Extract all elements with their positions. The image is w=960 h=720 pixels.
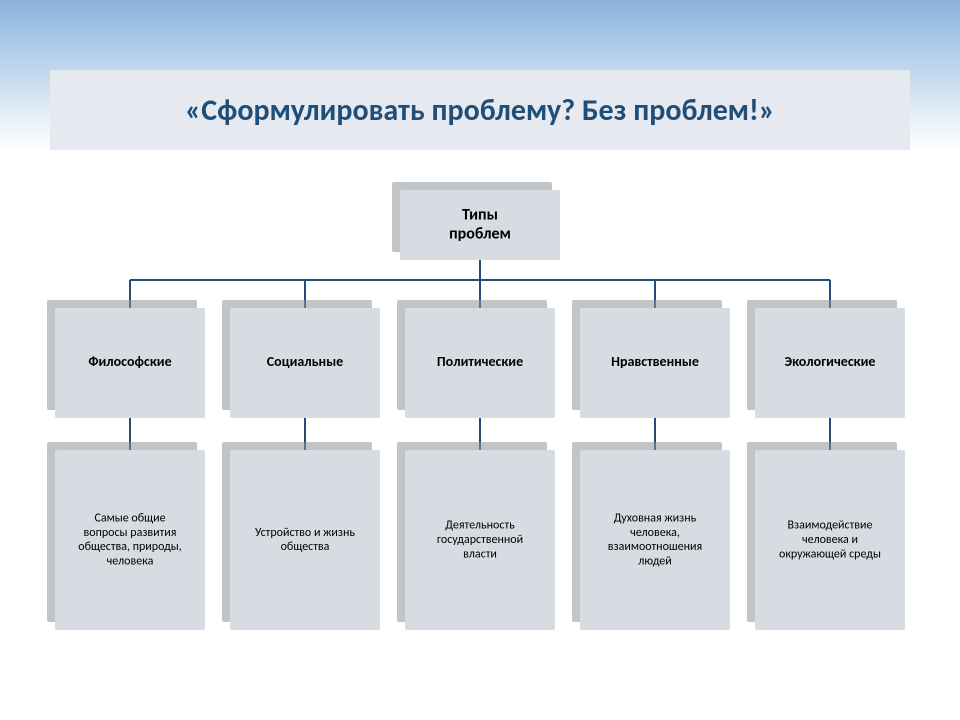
category-node-label: Экологические: [785, 353, 876, 370]
category-node-label: Философские: [88, 353, 171, 370]
category-node-label: Нравственные: [611, 353, 699, 370]
category-node-label: Социальные: [267, 353, 343, 370]
category-node-label: Политические: [437, 353, 523, 370]
node-layer: ТипыпроблемФилософскиеСоциальныеПолитиче…: [47, 182, 905, 630]
hierarchy-diagram: ТипыпроблемФилософскиеСоциальныеПолитиче…: [0, 0, 960, 720]
slide-stage: «Сформулировать проблему? Без проблем!» …: [0, 0, 960, 720]
